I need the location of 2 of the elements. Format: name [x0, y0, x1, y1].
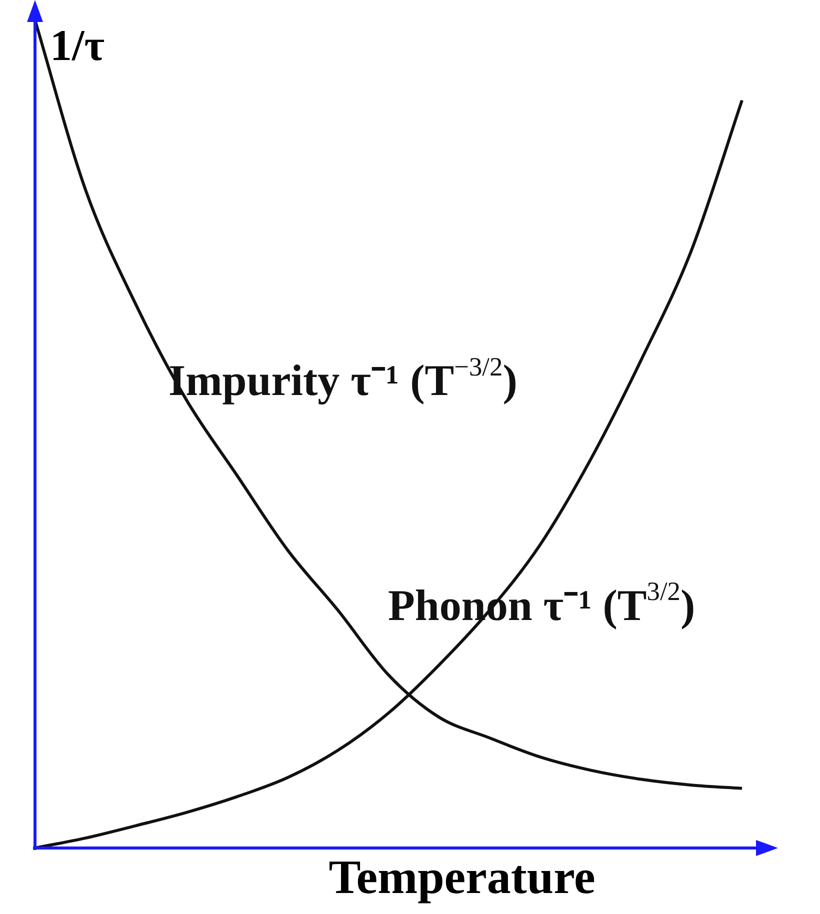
y-axis-title: 1/τ [50, 21, 105, 70]
x-axis-title: Temperature [328, 851, 596, 904]
